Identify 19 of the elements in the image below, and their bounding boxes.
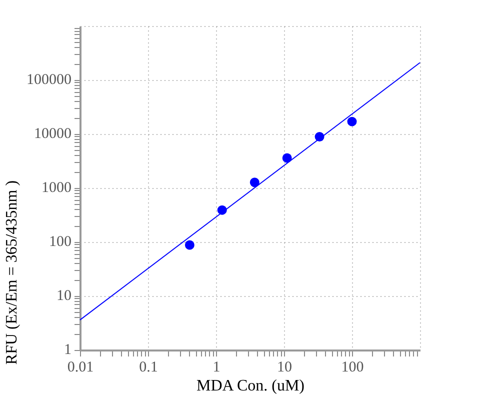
y-tick-label: 1000: [42, 180, 72, 196]
y-tick-label: 100: [49, 234, 72, 250]
x-tick-label: 0.1: [139, 360, 158, 376]
point: [184, 240, 194, 250]
point: [314, 132, 324, 142]
x-axis-title: MDA Con. (uM): [196, 378, 305, 394]
x-tick-label: 0.01: [67, 360, 94, 376]
x-tick-label: 1: [212, 360, 220, 376]
y-tick-label: 100000: [26, 72, 72, 88]
point: [250, 178, 260, 188]
point: [347, 116, 357, 126]
point: [282, 153, 292, 163]
y-tick-label: 10: [56, 288, 72, 304]
y-tick-label: 1: [64, 342, 72, 358]
x-tick-label: 10: [277, 360, 292, 376]
y-axis-title: RFU (Ex/Em = 365/435nm ): [4, 180, 20, 365]
point: [217, 205, 227, 215]
x-tick-label: 100: [341, 360, 364, 376]
y-tick-label: 10000: [34, 126, 72, 142]
